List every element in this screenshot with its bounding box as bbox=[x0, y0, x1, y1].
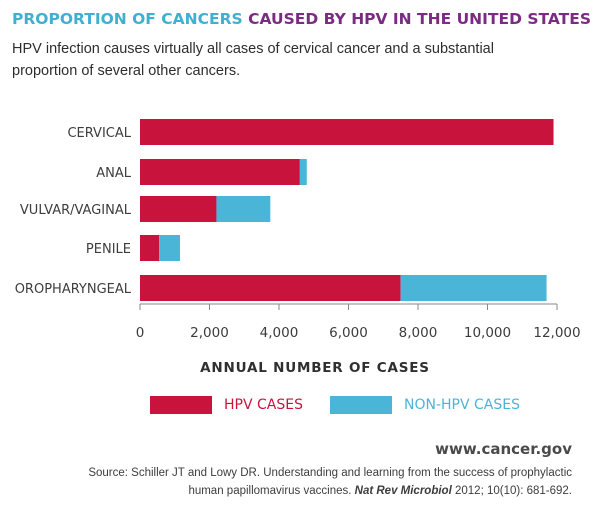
bar-chart: CERVICAL ANAL VULVAR/VAGINAL PENILE OROPHARY… bbox=[15, 119, 581, 341]
x-tick-label: 0 bbox=[136, 325, 145, 341]
legend-hpv-swatch bbox=[150, 396, 212, 414]
category-labels: CERVICAL ANAL VULVAR/VAGINAL PENILE OROPHARY… bbox=[15, 126, 132, 297]
x-tick-label: 8,000 bbox=[399, 325, 438, 341]
bar-penile-hpv bbox=[140, 235, 160, 261]
legend-hpv: HPV CASES bbox=[150, 394, 303, 416]
x-axis-label: ANNUAL NUMBER OF CASES bbox=[200, 360, 430, 376]
chart-subtitle: HPV infection causes virtually all cases… bbox=[12, 41, 494, 79]
source-citation: Source: Schiller JT and Lowy DR. Underst… bbox=[12, 464, 572, 500]
source-url: www.cancer.gov bbox=[435, 440, 572, 458]
bar-oropharyngeal-hpv bbox=[140, 275, 401, 301]
legend-non-hpv: NON-HPV CASES bbox=[330, 394, 520, 416]
chart-title-part1: PROPORTION OF CANCERS bbox=[12, 10, 243, 28]
category-label: OROPHARYNGEAL bbox=[15, 282, 132, 297]
source-line-2-prefix: human papillomavirus vaccines. bbox=[188, 485, 352, 497]
x-tick-label: 2,000 bbox=[190, 325, 229, 341]
bars-group bbox=[140, 119, 554, 301]
category-label: VULVAR/VAGINAL bbox=[20, 203, 132, 218]
source-line-2: human papillomavirus vaccines. Nat Rev M… bbox=[12, 482, 572, 500]
x-tick-label: 4,000 bbox=[260, 325, 299, 341]
x-tick-label: 12,000 bbox=[533, 325, 580, 341]
bar-oropharyngeal-non-hpv bbox=[400, 275, 547, 301]
source-journal: Nat Rev Microbiol bbox=[354, 485, 452, 497]
bar-anal-non-hpv bbox=[299, 159, 307, 185]
chart-title: PROPORTION OF CANCERS CAUSED BY HPV IN T… bbox=[12, 10, 591, 28]
source-line-2-suffix: 2012; 10(10): 681-692. bbox=[454, 485, 572, 497]
x-tick-label: 6,000 bbox=[329, 325, 368, 341]
chart-title-part2: CAUSED BY HPV IN THE UNITED STATES bbox=[248, 10, 591, 28]
category-label: ANAL bbox=[96, 166, 132, 181]
source-line-1: Source: Schiller JT and Lowy DR. Underst… bbox=[88, 467, 572, 479]
x-axis: 0 2,000 4,000 6,000 8,000 10,000 12,000 bbox=[136, 303, 581, 341]
bar-penile-non-hpv bbox=[159, 235, 180, 261]
legend-hpv-label: HPV CASES bbox=[224, 397, 303, 413]
category-label: PENILE bbox=[86, 242, 131, 257]
category-label: CERVICAL bbox=[67, 126, 131, 141]
bar-anal-hpv bbox=[140, 159, 300, 185]
bar-vulvar-vaginal-hpv bbox=[140, 196, 217, 222]
bar-vulvar-vaginal-non-hpv bbox=[216, 196, 271, 222]
bar-cervical-hpv bbox=[140, 119, 554, 145]
legend-non-hpv-label: NON-HPV CASES bbox=[404, 397, 520, 413]
legend-non-hpv-swatch bbox=[330, 396, 392, 414]
x-tick-label: 10,000 bbox=[464, 325, 511, 341]
